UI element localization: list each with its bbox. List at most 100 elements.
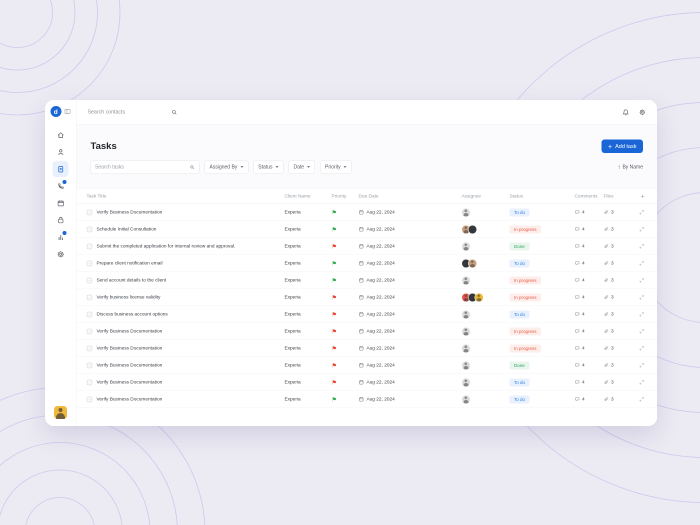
table-row[interactable]: Verify business license validity Experia… <box>76 289 657 306</box>
assignee-avatar[interactable] <box>461 326 471 336</box>
expand-row-button[interactable] <box>629 210 645 216</box>
status-badge[interactable]: To do <box>509 310 530 319</box>
sort-by-name-button[interactable]: ↑ By Name <box>617 164 643 170</box>
filter-toolbar: Search tasks Assigned By Status Date <box>77 160 658 174</box>
table-row[interactable]: Verify Business Documentation Experia ⚑ … <box>76 374 657 391</box>
expand-row-button[interactable] <box>629 278 645 284</box>
table-row[interactable]: Verify Business Documentation Experia ⚑ … <box>76 391 657 408</box>
task-checkbox-icon[interactable] <box>86 260 93 266</box>
comment-icon <box>575 210 580 214</box>
table-row[interactable]: Verify Business Documentation Experia ⚑ … <box>76 357 657 374</box>
task-checkbox-icon[interactable] <box>86 396 93 402</box>
sidebar-item-calendar[interactable] <box>53 195 69 211</box>
files-count: 3 <box>611 277 614 284</box>
assignee-avatar[interactable] <box>461 394 471 404</box>
filter-date[interactable]: Date <box>288 160 316 174</box>
sidebar-item-calls[interactable] <box>53 178 69 194</box>
table-row[interactable]: Verify Business Documentation Experia ⚑ … <box>76 340 657 357</box>
notification-dot <box>61 179 68 185</box>
status-badge[interactable]: In progress <box>509 327 542 336</box>
status-badge[interactable]: To do <box>509 259 530 268</box>
expand-row-button[interactable] <box>629 397 645 403</box>
task-checkbox-icon[interactable] <box>86 362 93 368</box>
expand-row-button[interactable] <box>629 295 645 301</box>
expand-row-button[interactable] <box>629 244 645 250</box>
status-badge[interactable]: In progress <box>509 293 542 302</box>
filter-status[interactable]: Status <box>253 160 284 174</box>
status-badge[interactable]: In progress <box>509 276 542 285</box>
assignee-avatar[interactable] <box>461 377 471 387</box>
table-row[interactable]: Prepare client notification email Experi… <box>76 255 657 272</box>
task-checkbox-icon[interactable] <box>86 226 93 232</box>
status-badge[interactable]: To do <box>509 395 530 404</box>
table-row[interactable]: Schedule Initial Consultation Experia ⚑ … <box>76 221 657 238</box>
calendar-icon <box>359 329 364 334</box>
paperclip-icon <box>604 397 608 401</box>
status-cell: In progress <box>509 293 575 302</box>
user-profile-avatar[interactable] <box>54 406 67 419</box>
assignee-avatar[interactable] <box>461 241 471 251</box>
task-checkbox-icon[interactable] <box>86 328 93 334</box>
assignee-avatar[interactable] <box>461 343 471 353</box>
filter-assigned-by[interactable]: Assigned By <box>204 160 249 174</box>
calendar-icon <box>359 261 364 266</box>
add-task-button[interactable]: + Add task <box>601 139 643 153</box>
expand-row-button[interactable] <box>629 363 645 369</box>
table-row[interactable]: Verify Business Documentation Experia ⚑ … <box>76 204 657 221</box>
table-row[interactable]: Discuss business account options Experia… <box>76 306 657 323</box>
task-title: Verify Business Documentation <box>96 379 163 386</box>
expand-row-button[interactable] <box>629 261 645 267</box>
expand-row-button[interactable] <box>629 329 645 335</box>
sidebar-item-contacts[interactable] <box>53 144 69 160</box>
assignee-avatar[interactable] <box>468 224 477 234</box>
sidebar-item-home[interactable] <box>53 127 69 143</box>
task-checkbox-icon[interactable] <box>86 277 93 283</box>
sidebar-collapse-button[interactable] <box>64 108 71 115</box>
sidebar-item-settings[interactable] <box>53 246 69 262</box>
task-checkbox-icon[interactable] <box>86 209 93 215</box>
add-column-button[interactable]: + <box>640 192 645 200</box>
comments-count: 4 <box>582 396 585 403</box>
table-row[interactable]: Send account details to the client Exper… <box>76 272 657 289</box>
expand-row-button[interactable] <box>629 380 645 386</box>
status-badge[interactable]: Done <box>509 242 530 251</box>
search-tasks-input[interactable]: Search tasks <box>90 160 200 174</box>
table-row[interactable]: Verify Business Documentation Experia ⚑ … <box>76 323 657 340</box>
assignee-avatar[interactable] <box>474 292 484 302</box>
status-badge[interactable]: To do <box>509 378 530 387</box>
tasks-icon <box>58 165 63 173</box>
assignee-avatar[interactable] <box>461 309 471 319</box>
status-badge[interactable]: To do <box>509 208 530 217</box>
files-cell: 3 <box>604 363 629 368</box>
chevron-down-icon <box>343 166 347 168</box>
task-checkbox-icon[interactable] <box>86 311 93 317</box>
task-checkbox-icon[interactable] <box>86 243 93 249</box>
filter-priority[interactable]: Priority <box>320 160 352 174</box>
assignee-avatar[interactable] <box>461 207 471 217</box>
task-checkbox-icon[interactable] <box>86 379 93 385</box>
sidebar-item-analytics[interactable] <box>53 229 69 245</box>
search-icon <box>172 109 177 115</box>
assignee-avatar[interactable] <box>468 258 477 268</box>
expand-row-button[interactable] <box>629 312 645 318</box>
settings-icon[interactable] <box>639 108 647 116</box>
global-search-input[interactable]: Search contacts <box>88 109 178 116</box>
task-checkbox-icon[interactable] <box>86 294 93 300</box>
assignee-avatar[interactable] <box>461 360 471 370</box>
sidebar-item-tasks[interactable] <box>52 161 69 177</box>
assignee-avatar[interactable] <box>461 275 471 285</box>
bag-icon <box>57 216 64 223</box>
sort-label: By Name <box>622 164 643 170</box>
expand-row-button[interactable] <box>629 227 645 233</box>
due-date-cell: Aug 22, 2024 <box>359 329 462 334</box>
status-badge[interactable]: In progress <box>509 344 542 353</box>
assignee-avatars <box>461 207 510 217</box>
expand-icon <box>639 244 644 249</box>
table-row[interactable]: Submit the completed application for int… <box>76 238 657 255</box>
sidebar-item-products[interactable] <box>53 212 69 228</box>
bell-icon[interactable] <box>622 108 630 116</box>
status-badge[interactable]: In progress <box>509 225 542 234</box>
task-checkbox-icon[interactable] <box>86 345 93 351</box>
expand-row-button[interactable] <box>629 346 645 352</box>
status-badge[interactable]: Done <box>509 361 530 370</box>
